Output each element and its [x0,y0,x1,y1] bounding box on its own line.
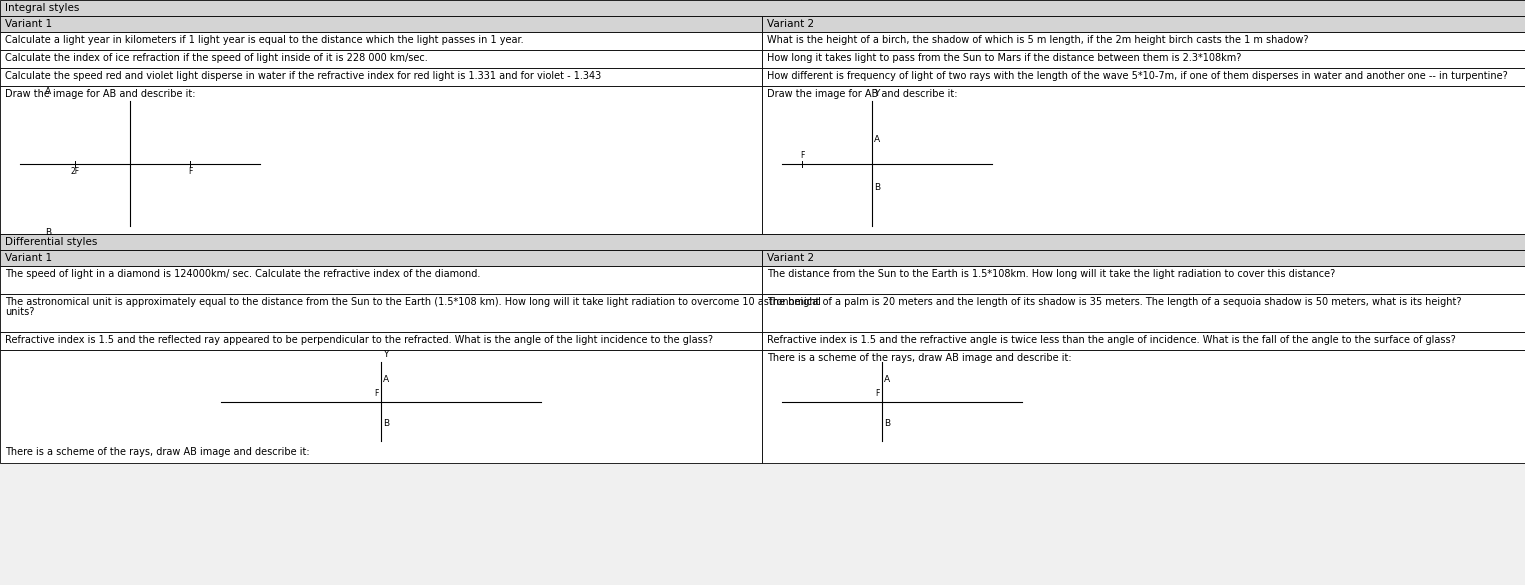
Bar [0,332,762,350]
Text: F: F [188,167,192,177]
Bar [762,68,1525,86]
Bar [0,16,762,32]
Bar [0,250,762,266]
Text: A: A [46,87,52,96]
Text: How long it takes light to pass from the Sun to Mars if the distance between the: How long it takes light to pass from the… [767,53,1241,63]
Bar [0,32,762,50]
Text: Differential styles: Differential styles [5,237,98,247]
Text: B: B [874,184,880,192]
Text: A: A [383,374,389,384]
Bar [762,332,1525,350]
Text: Draw the image for AB and describe it:: Draw the image for AB and describe it: [767,89,958,99]
Bar [762,16,1525,32]
Text: Variant 1: Variant 1 [5,253,52,263]
Text: There is a scheme of the rays, draw AB image and describe it:: There is a scheme of the rays, draw AB i… [767,353,1072,363]
Text: Calculate a light year in kilometers if 1 light year is equal to the distance wh: Calculate a light year in kilometers if … [5,35,523,45]
Text: B: B [46,228,52,237]
Bar [0,86,762,234]
Bar [762,50,1525,68]
Text: Y: Y [874,89,880,98]
Text: F: F [799,150,804,160]
Bar [0,350,762,463]
Bar [0,294,762,332]
Bar [0,266,762,294]
Text: Refractive index is 1.5 and the refractive angle is twice less than the angle of: Refractive index is 1.5 and the refracti… [767,335,1456,345]
Bar [762,32,1525,50]
Bar [0,0,1525,16]
Text: F: F [375,390,380,398]
Text: How different is frequency of light of two rays with the length of the wave 5*10: How different is frequency of light of t… [767,71,1508,81]
Text: Y: Y [383,350,389,359]
Text: units?: units? [5,307,35,317]
Bar [762,266,1525,294]
Text: The height of a palm is 20 meters and the length of its shadow is 35 meters. The: The height of a palm is 20 meters and th… [767,297,1461,307]
Bar [762,294,1525,332]
Text: Variant 2: Variant 2 [767,253,814,263]
Text: Refractive index is 1.5 and the reflected ray appeared to be perpendicular to th: Refractive index is 1.5 and the reflecte… [5,335,714,345]
Text: What is the height of a birch, the shadow of which is 5 m length, if the 2m heig: What is the height of a birch, the shado… [767,35,1308,45]
Bar [0,50,762,68]
Bar [762,350,1525,463]
Text: There is a scheme of the rays, draw AB image and describe it:: There is a scheme of the rays, draw AB i… [5,447,310,457]
Text: Variant 2: Variant 2 [767,19,814,29]
Text: Variant 1: Variant 1 [5,19,52,29]
Text: The distance from the Sun to the Earth is 1.5*108km. How long will it take the l: The distance from the Sun to the Earth i… [767,269,1336,279]
Text: B: B [383,419,389,428]
Text: A: A [874,135,880,143]
Bar [0,234,1525,250]
Bar [762,250,1525,266]
Text: The astronomical unit is approximately equal to the distance from the Sun to the: The astronomical unit is approximately e… [5,297,820,307]
Text: A: A [884,374,891,384]
Text: Calculate the index of ice refraction if the speed of light inside of it is 228 : Calculate the index of ice refraction if… [5,53,427,63]
Bar [762,86,1525,234]
Text: F: F [875,390,880,398]
Text: Draw the image for AB and describe it:: Draw the image for AB and describe it: [5,89,195,99]
Text: The speed of light in a diamond is 124000km/ sec. Calculate the refractive index: The speed of light in a diamond is 12400… [5,269,480,279]
Text: Calculate the speed red and violet light disperse in water if the refractive ind: Calculate the speed red and violet light… [5,71,601,81]
Text: 2F: 2F [70,167,79,177]
Text: Integral styles: Integral styles [5,3,79,13]
Bar [0,68,762,86]
Text: B: B [884,419,891,428]
